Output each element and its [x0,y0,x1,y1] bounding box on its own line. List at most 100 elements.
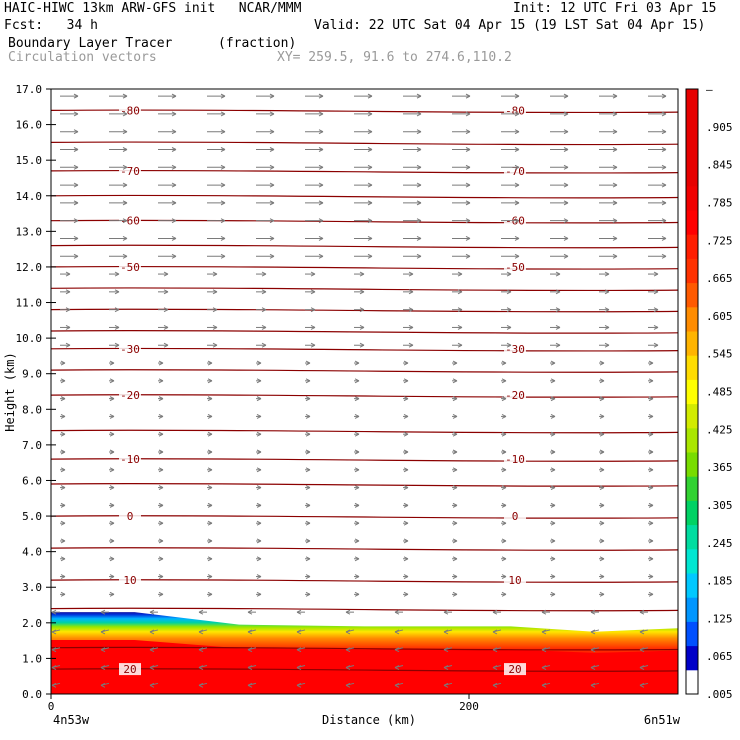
vector-arrowhead [443,629,449,635]
vector-arrowhead [563,200,569,206]
vector-arrowhead [599,574,605,580]
vector-arrowhead [345,629,351,635]
vector-arrowhead [550,431,556,437]
vector-arrowhead [367,182,373,188]
vector-arrowhead [256,591,262,597]
vector-arrowhead [60,396,66,402]
colorbar-label: .725 [706,234,733,247]
vector-arrowhead [122,236,128,241]
vector-arrowhead [403,378,409,384]
vector-arrowhead [550,467,556,473]
vector-arrowhead [661,218,667,224]
vector-arrowhead [51,647,57,653]
vector-arrowhead [501,413,507,419]
vector-arrowhead [65,271,71,277]
vector-arrowhead [648,485,654,491]
isotherm-label: -20 [505,389,525,402]
vector-arrowhead [452,520,458,526]
vector-arrowhead [457,307,463,313]
vector-arrowhead [653,289,659,295]
colorbar-swatch [686,548,698,574]
vector-arrowhead [220,236,226,241]
vector-arrowhead [354,485,360,491]
vector-arrowhead [198,629,204,635]
vector-arrowhead [555,307,561,313]
isotherm-line [50,109,679,114]
vector-arrowhead [604,271,610,277]
vector-arrowhead [212,342,218,348]
colorbar-swatch [686,669,698,695]
y-tick-label: 13.0 [16,225,43,238]
colorbar-swatch [686,645,698,671]
vector-arrowhead [403,485,409,491]
vector-arrowhead [550,502,556,508]
vector-arrowhead [541,609,547,615]
vector-arrowhead [310,324,316,330]
colorbar-swatch [686,355,698,380]
vector-arrowhead [212,307,218,313]
vector-arrowhead [599,591,605,597]
vector-arrowhead [60,413,66,419]
y-tick-label: 3.0 [22,581,42,594]
vector-arrowhead [256,378,262,384]
vector-arrowhead [648,413,654,419]
vector-arrowhead [171,93,177,99]
vector-arrowhead [452,396,458,402]
vector-arrowhead [114,342,120,348]
vector-arrowhead [305,485,311,491]
vector-arrowhead [653,342,659,348]
vector-arrowhead [51,609,57,615]
vector-arrowhead [171,200,177,206]
vector-arrowhead [51,629,57,635]
vector-arrowhead [555,324,561,330]
vector-arrowhead [367,200,373,206]
isotherm-label: -70 [505,165,525,178]
vector-arrowhead [354,502,360,508]
vector-arrowhead [452,502,458,508]
vector-arrowhead [506,271,512,277]
colorbar-label: .545 [706,348,733,361]
colorbar-swatch [686,597,698,622]
vector-arrowhead [501,591,507,597]
vector-arrowhead [599,485,605,491]
vector-arrowhead [51,665,57,670]
vector-arrowhead [550,360,556,366]
isotherm-line [50,287,679,292]
tracer-field [51,612,678,694]
vector-arrowhead [220,93,226,99]
vector-arrowhead [269,147,275,152]
isotherm-line [50,547,679,551]
vector-arrowhead [149,647,155,653]
vector-arrowhead [501,556,507,562]
vector-arrowhead [639,609,645,615]
vector-arrowhead [550,449,556,455]
vector-arrowhead [506,289,512,295]
vector-arrowhead [599,431,605,437]
y-tick-label: 4.0 [22,546,42,559]
vector-arrowhead [269,182,275,188]
vector-arrowhead [599,467,605,473]
vector-arrowhead [514,253,520,259]
vector-arrowhead [158,520,164,526]
vector-arrowhead [158,556,164,562]
vector-arrowhead [443,665,449,670]
vector-arrowhead [367,93,373,99]
vector-arrowhead [550,485,556,491]
vector-arrowhead [207,431,213,437]
isotherm-line [50,646,679,651]
vector-arrowhead [296,609,302,615]
isotherm-label: 0 [127,510,134,523]
vector-arrowhead [122,253,128,259]
vector-arrowhead [367,147,373,152]
vector-arrowhead [394,647,400,653]
vector-arrowhead [408,324,414,330]
vector-arrowhead [590,609,596,615]
vector-arrowhead [416,200,422,206]
vector-arrowhead [501,574,507,580]
vector-arrowhead [158,485,164,491]
vector-arrowhead [207,413,213,419]
vector-arrowhead [109,591,115,597]
vector-arrowhead [648,556,654,562]
vector-arrowhead [305,396,311,402]
vector-arrowhead [171,111,177,117]
